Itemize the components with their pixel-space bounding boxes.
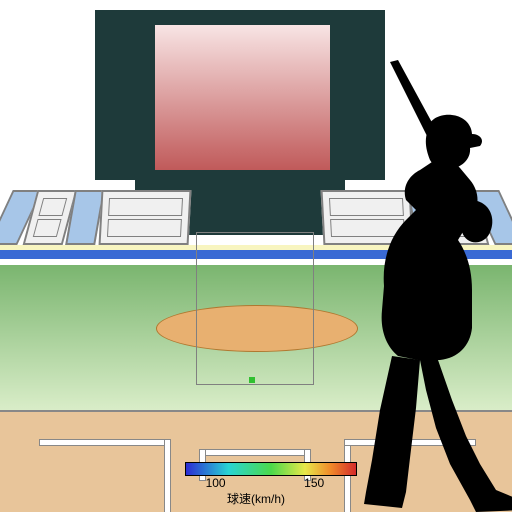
batter-silhouette: [320, 60, 512, 512]
colorbar-axis-label: 球速(km/h): [227, 490, 285, 507]
strike-zone: [196, 232, 314, 385]
pitch-view-stage: 100 150 球速(km/h): [0, 0, 512, 512]
colorbar-tick: 150: [304, 476, 324, 490]
speed-colorbar: [185, 462, 357, 476]
scoreboard-screen: [155, 25, 330, 170]
colorbar-tick: 100: [206, 476, 226, 490]
strike-zone-marker: [249, 377, 255, 383]
